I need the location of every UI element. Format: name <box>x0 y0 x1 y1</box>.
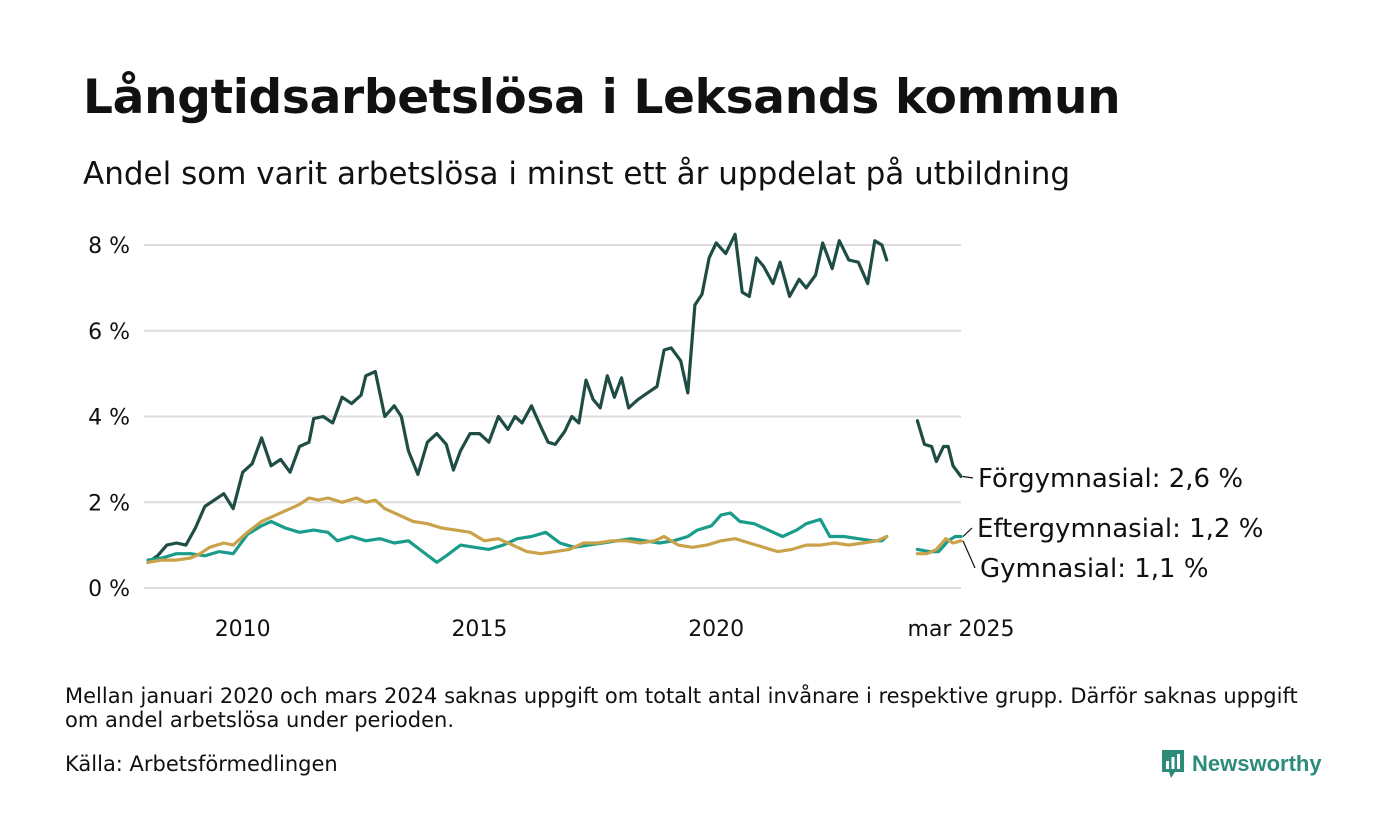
line-chart: 0 % 2 % 4 % 6 % 8 % 2010 2015 2020 mar 2025 Förgy… <box>88 232 1263 642</box>
series-line-gymnasial <box>146 496 889 564</box>
series-line-eftergymnasial <box>915 534 963 554</box>
data-gap-note: Mellan januari 2020 och mars 2024 saknas… <box>65 684 1298 732</box>
chart-title: Långtidsarbetslösa i Leksands kommun <box>83 70 1121 125</box>
series-line-forgymnasial <box>146 232 889 564</box>
y-tick-label: 6 % <box>88 320 130 345</box>
x-tick-label: 2010 <box>215 617 271 642</box>
series-line-eftergymnasial <box>146 511 889 564</box>
series-end-label-eftergymnasial: Eftergymnasial: 1,2 % <box>977 514 1263 544</box>
label-leader-forgymnasial <box>962 475 974 479</box>
newsworthy-logo: Newsworthy <box>1160 748 1322 780</box>
brand-name: Newsworthy <box>1192 751 1322 776</box>
chart-subtitle: Andel som varit arbetslösa i minst ett å… <box>83 156 1071 192</box>
label-leader-eftergymnasial <box>962 527 973 537</box>
x-tick-label: mar 2025 <box>908 617 1015 642</box>
y-tick-label: 4 % <box>88 406 130 431</box>
source-credit: Källa: Arbetsförmedlingen <box>65 752 338 776</box>
x-tick-label: 2015 <box>451 617 507 642</box>
y-tick-label: 2 % <box>88 491 130 516</box>
series-line-gymnasial <box>915 537 963 556</box>
x-tick-label: 2020 <box>688 617 744 642</box>
newsworthy-chart-icon <box>1162 750 1184 778</box>
series-line-forgymnasial <box>915 419 963 479</box>
y-tick-label: 8 % <box>88 234 130 259</box>
series-end-label-forgymnasial: Förgymnasial: 2,6 % <box>978 464 1243 494</box>
y-tick-label: 0 % <box>88 577 130 602</box>
series-end-label-gymnasial: Gymnasial: 1,1 % <box>980 554 1209 584</box>
label-leader-gymnasial <box>962 540 976 569</box>
